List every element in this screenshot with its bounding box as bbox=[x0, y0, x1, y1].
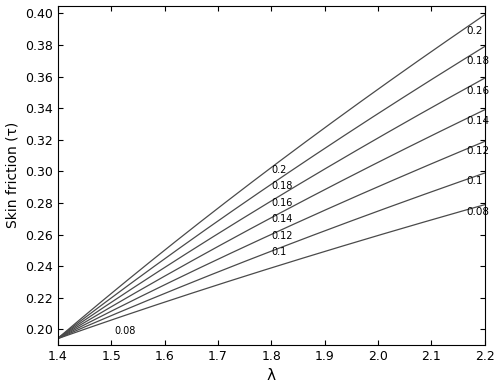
Text: 0.16: 0.16 bbox=[272, 198, 292, 208]
Text: 0.2: 0.2 bbox=[466, 26, 482, 36]
Text: 0.18: 0.18 bbox=[466, 56, 489, 67]
Text: 0.2: 0.2 bbox=[272, 165, 286, 175]
Text: 0.1: 0.1 bbox=[466, 177, 482, 186]
Text: 0.18: 0.18 bbox=[272, 181, 292, 191]
Text: 0.08: 0.08 bbox=[466, 207, 489, 217]
Text: 0.1: 0.1 bbox=[272, 247, 286, 257]
Text: 0.12: 0.12 bbox=[466, 147, 489, 156]
Text: 0.12: 0.12 bbox=[272, 231, 293, 241]
Text: 0.14: 0.14 bbox=[272, 214, 292, 224]
Y-axis label: Skin friction (τ): Skin friction (τ) bbox=[6, 122, 20, 228]
Text: 0.14: 0.14 bbox=[466, 116, 489, 126]
Text: 0.16: 0.16 bbox=[466, 86, 489, 96]
X-axis label: λ: λ bbox=[266, 368, 276, 384]
Text: 0.08: 0.08 bbox=[114, 326, 136, 336]
